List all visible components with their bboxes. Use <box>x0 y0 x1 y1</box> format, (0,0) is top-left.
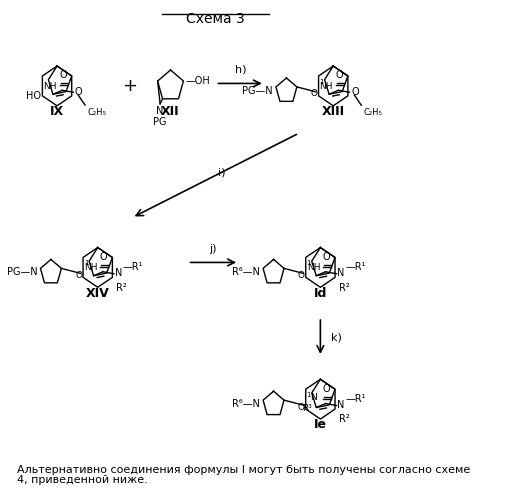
Text: j): j) <box>209 244 217 254</box>
Text: PG—N: PG—N <box>7 268 37 278</box>
Text: XII: XII <box>161 105 179 118</box>
Text: O: O <box>75 88 82 98</box>
Text: —R¹: —R¹ <box>344 262 365 272</box>
Text: —OH: —OH <box>185 76 210 86</box>
Text: 1: 1 <box>319 79 323 85</box>
Text: O: O <box>335 70 342 81</box>
Text: 1: 1 <box>84 260 88 266</box>
Text: C₂H₅: C₂H₅ <box>363 108 382 117</box>
Text: O: O <box>310 90 317 98</box>
Text: k): k) <box>330 332 341 342</box>
Text: O: O <box>75 271 82 280</box>
Text: O: O <box>350 88 358 98</box>
Text: IX: IX <box>50 105 64 118</box>
Text: N: N <box>310 393 316 402</box>
Text: +: + <box>122 77 137 95</box>
Text: O: O <box>297 402 305 411</box>
Text: —R¹: —R¹ <box>344 394 365 404</box>
Text: Схема 3: Схема 3 <box>186 12 244 26</box>
Text: 1: 1 <box>306 392 311 398</box>
Text: 1: 1 <box>306 260 311 266</box>
Text: PG: PG <box>153 116 167 126</box>
Text: Id: Id <box>313 286 326 300</box>
Text: i): i) <box>218 168 225 178</box>
Text: XIII: XIII <box>321 105 344 118</box>
Text: XIV: XIV <box>86 286 110 300</box>
Text: NH: NH <box>319 82 332 91</box>
Text: R²: R² <box>338 414 349 424</box>
Text: N: N <box>337 400 344 409</box>
Text: N: N <box>115 268 122 278</box>
Text: Ie: Ie <box>313 418 326 432</box>
Text: O: O <box>59 70 67 81</box>
Text: R³: R³ <box>301 404 311 413</box>
Text: PG—N: PG—N <box>242 86 272 96</box>
Text: N: N <box>156 106 164 116</box>
Text: O: O <box>322 384 330 394</box>
Text: NH: NH <box>43 82 57 91</box>
Text: O: O <box>100 252 108 262</box>
Text: C₂H₅: C₂H₅ <box>87 108 107 117</box>
Text: O: O <box>322 252 330 262</box>
Text: R⁶—N: R⁶—N <box>232 399 260 409</box>
Text: —R¹: —R¹ <box>122 262 142 272</box>
Text: HO: HO <box>26 91 40 101</box>
Text: N: N <box>337 268 344 278</box>
Text: 4, приведенной ниже.: 4, приведенной ниже. <box>17 475 147 485</box>
Text: Альтернативно соединения формулы I могут быть получены согласно схеме: Альтернативно соединения формулы I могут… <box>17 465 469 475</box>
Text: NH: NH <box>306 264 320 272</box>
Text: h): h) <box>234 65 245 75</box>
Text: R²: R² <box>338 282 349 292</box>
Text: NH: NH <box>84 264 97 272</box>
Text: O: O <box>297 271 305 280</box>
Text: R⁶—N: R⁶—N <box>232 268 260 278</box>
Text: R²: R² <box>116 282 127 292</box>
